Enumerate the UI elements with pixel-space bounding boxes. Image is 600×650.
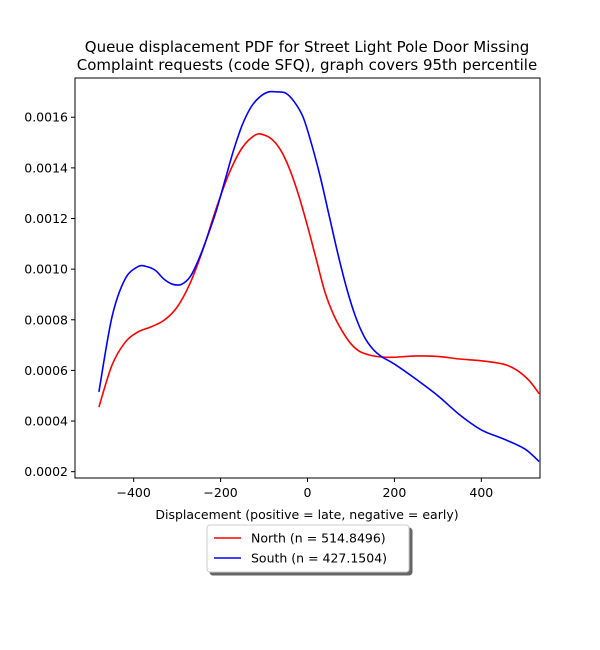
y-tick-label: 0.0012 (24, 211, 68, 226)
legend-box (206, 524, 410, 573)
y-tick-label: 0.0006 (24, 363, 68, 378)
series-line-south (98, 90, 540, 463)
x-axis: −400 −200 0 200 400 (116, 478, 493, 500)
x-tick-label: 200 (382, 485, 406, 500)
legend-label-south: South (n = 427.1504) (251, 551, 387, 566)
x-axis-label: Displacement (positive = late, negative … (155, 507, 458, 522)
y-tick-label: 0.0008 (24, 312, 68, 327)
x-tick-label: 400 (469, 485, 493, 500)
y-tick-label: 0.0010 (24, 262, 68, 277)
legend-label-north: North (n = 514.8496) (251, 531, 386, 546)
x-tick-label: 0 (304, 485, 312, 500)
y-tick-label: 0.0002 (24, 464, 68, 479)
plot-frame (74, 77, 541, 479)
legend: North (n = 514.8496) South (n = 427.1504) (206, 524, 410, 573)
series-line-north (98, 133, 540, 408)
x-tick-label: −200 (203, 485, 237, 500)
x-tick-label: −400 (116, 485, 150, 500)
chart-title-line-1: Queue displacement PDF for Street Light … (85, 38, 529, 56)
chart-title: Queue displacement PDF for Street Light … (77, 38, 537, 74)
y-axis: 0.0002 0.0004 0.0006 0.0008 0.0010 0.0012 0.00… (24, 110, 75, 479)
y-tick-label: 0.0014 (24, 160, 68, 175)
chart-title-line-2: Complaint requests (code SFQ), graph cov… (77, 56, 537, 74)
series-layer (98, 90, 540, 463)
y-tick-label: 0.0004 (24, 414, 68, 429)
y-tick-label: 0.0016 (24, 110, 68, 125)
